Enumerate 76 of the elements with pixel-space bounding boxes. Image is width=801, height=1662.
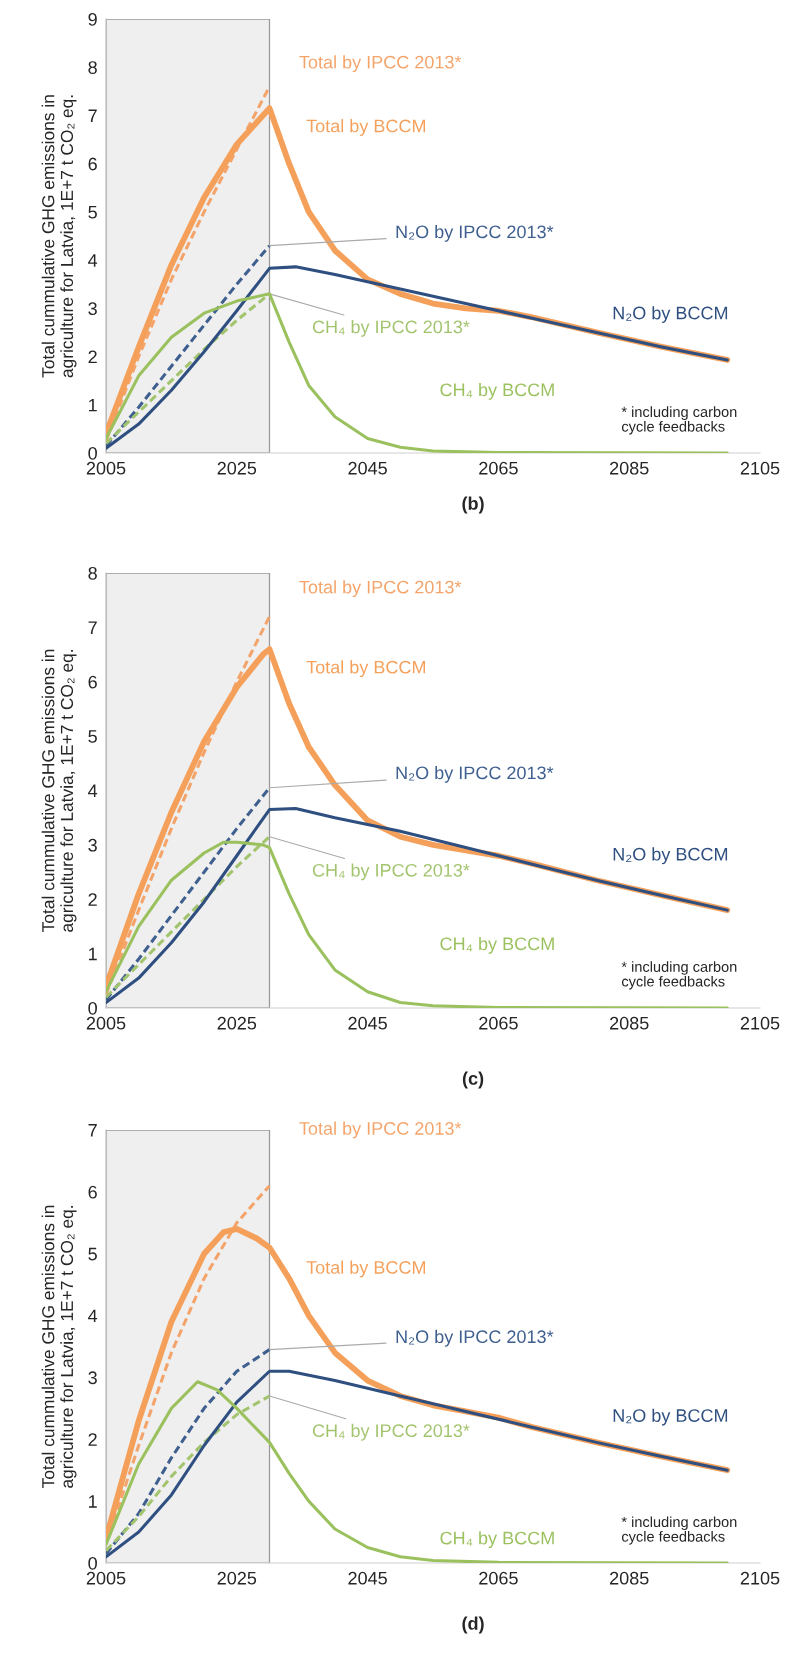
text: (b): [462, 496, 484, 514]
x-tick-label: 2025: [217, 461, 257, 475]
y-axis-title: Total cummulative GHG emissions in agriculture for Latvia, 1E+7 t CO₂ eq.: [41, 95, 77, 378]
x-tick-label: 2085: [610, 1571, 649, 1585]
x-tick-label: 2105: [740, 1016, 780, 1030]
text: CH₄ by IPCC 2013*: [312, 863, 470, 881]
text: (d): [462, 1616, 484, 1634]
y-axis-title: Total cummulative GHG emissions in agriculture for Latvia, 1E+7 t CO₂ eq.: [41, 649, 77, 932]
text: N₂O by IPCC 2013*: [396, 765, 554, 783]
series-label: N₂O by BCCM: [613, 1408, 728, 1426]
y-tick-label: 7: [88, 621, 97, 634]
x-tick-label: 2045: [348, 461, 387, 475]
line-series: [106, 244, 272, 448]
text: CH₄ by BCCM: [440, 382, 554, 400]
y-tick-label: 8: [88, 566, 97, 580]
y-tick-label: 1: [89, 947, 97, 961]
y-tick-label: 3: [88, 302, 97, 316]
x-tick-label: 2045: [348, 1016, 387, 1030]
y-tick-label: 9: [88, 12, 97, 26]
y-tick-label: 6: [88, 157, 97, 171]
y-tick-label: 7: [88, 109, 97, 122]
y-tick-label: 5: [88, 206, 97, 219]
y-tick-label: 0: [88, 1001, 97, 1015]
y-tick-label: 6: [88, 675, 97, 689]
x-tick-label: 2105: [740, 1571, 780, 1585]
text: (c): [462, 1071, 484, 1089]
y-tick-label: 5: [88, 730, 97, 743]
y-tick-label: 4: [88, 784, 98, 798]
annotation: * including carbon cycle feedbacks: [621, 406, 737, 435]
y-tick-label: 2: [88, 893, 97, 906]
x-tick-label: 2005: [86, 1016, 126, 1030]
x-tick-label: 2085: [610, 1016, 649, 1030]
y-axis-title: Total cummulative GHG emissions in agriculture for Latvia, 1E+7 t CO₂ eq.: [41, 1205, 77, 1488]
y-tick-label: 4: [88, 254, 98, 267]
x-tick-label: 2025: [217, 1016, 257, 1030]
line-series: [106, 835, 272, 999]
series-label: Total by BCCM: [306, 119, 426, 136]
y-tick-label: 1: [89, 398, 97, 412]
y-tick-label: 7: [88, 1124, 97, 1137]
x-tick-label: 2065: [479, 1571, 518, 1585]
series-label: N₂O by BCCM: [613, 306, 728, 323]
y-tick-label: 0: [88, 1556, 97, 1570]
annotation: * including carbon cycle feedbacks: [621, 1516, 737, 1545]
x-tick-label: 2105: [740, 461, 780, 475]
series-label: CH₄ by BCCM: [440, 1531, 554, 1549]
y-tick-label: 8: [88, 61, 97, 74]
y-tick-label: 6: [88, 1185, 97, 1199]
series-label: Total by BCCM: [306, 1260, 426, 1278]
line-series: [106, 1394, 272, 1553]
series-label: Total by IPCC 2013*: [299, 580, 462, 598]
text: CH₄ by BCCM: [440, 936, 554, 954]
y-tick-label: 5: [88, 1247, 97, 1261]
y-tick-label: 0: [88, 446, 97, 460]
x-tick-label: 2065: [479, 461, 518, 475]
y-tick-label: 2: [88, 350, 97, 364]
text: N₂O by IPCC 2013*: [396, 1329, 554, 1347]
x-tick-label: 2025: [217, 1571, 257, 1585]
annotation: * including carbon cycle feedbacks: [621, 961, 737, 990]
x-tick-label: 2005: [86, 461, 126, 475]
text: CH₄ by IPCC 2013*: [312, 320, 470, 337]
text: CH₄ by IPCC 2013*: [312, 1423, 470, 1441]
text: Total by IPCC 2013*: [299, 1121, 462, 1139]
x-tick-label: 2045: [348, 1571, 387, 1585]
x-tick-label: 2085: [610, 461, 649, 475]
line-series: [106, 1348, 272, 1556]
y-tick-label: 3: [88, 1371, 97, 1385]
x-tick-label: 2005: [86, 1571, 126, 1585]
y-tick-label: 1: [89, 1495, 97, 1508]
series-label: Total by BCCM: [306, 660, 426, 678]
y-tick-label: 2: [88, 1433, 97, 1446]
x-tick-label: 2065: [479, 1016, 518, 1030]
y-tick-label: 3: [88, 838, 97, 852]
y-tick-label: 4: [88, 1309, 98, 1323]
series-label: N₂O by BCCM: [613, 847, 728, 865]
text: N₂O by IPCC 2013*: [396, 224, 554, 242]
series-label: Total by IPCC 2013*: [299, 55, 462, 73]
